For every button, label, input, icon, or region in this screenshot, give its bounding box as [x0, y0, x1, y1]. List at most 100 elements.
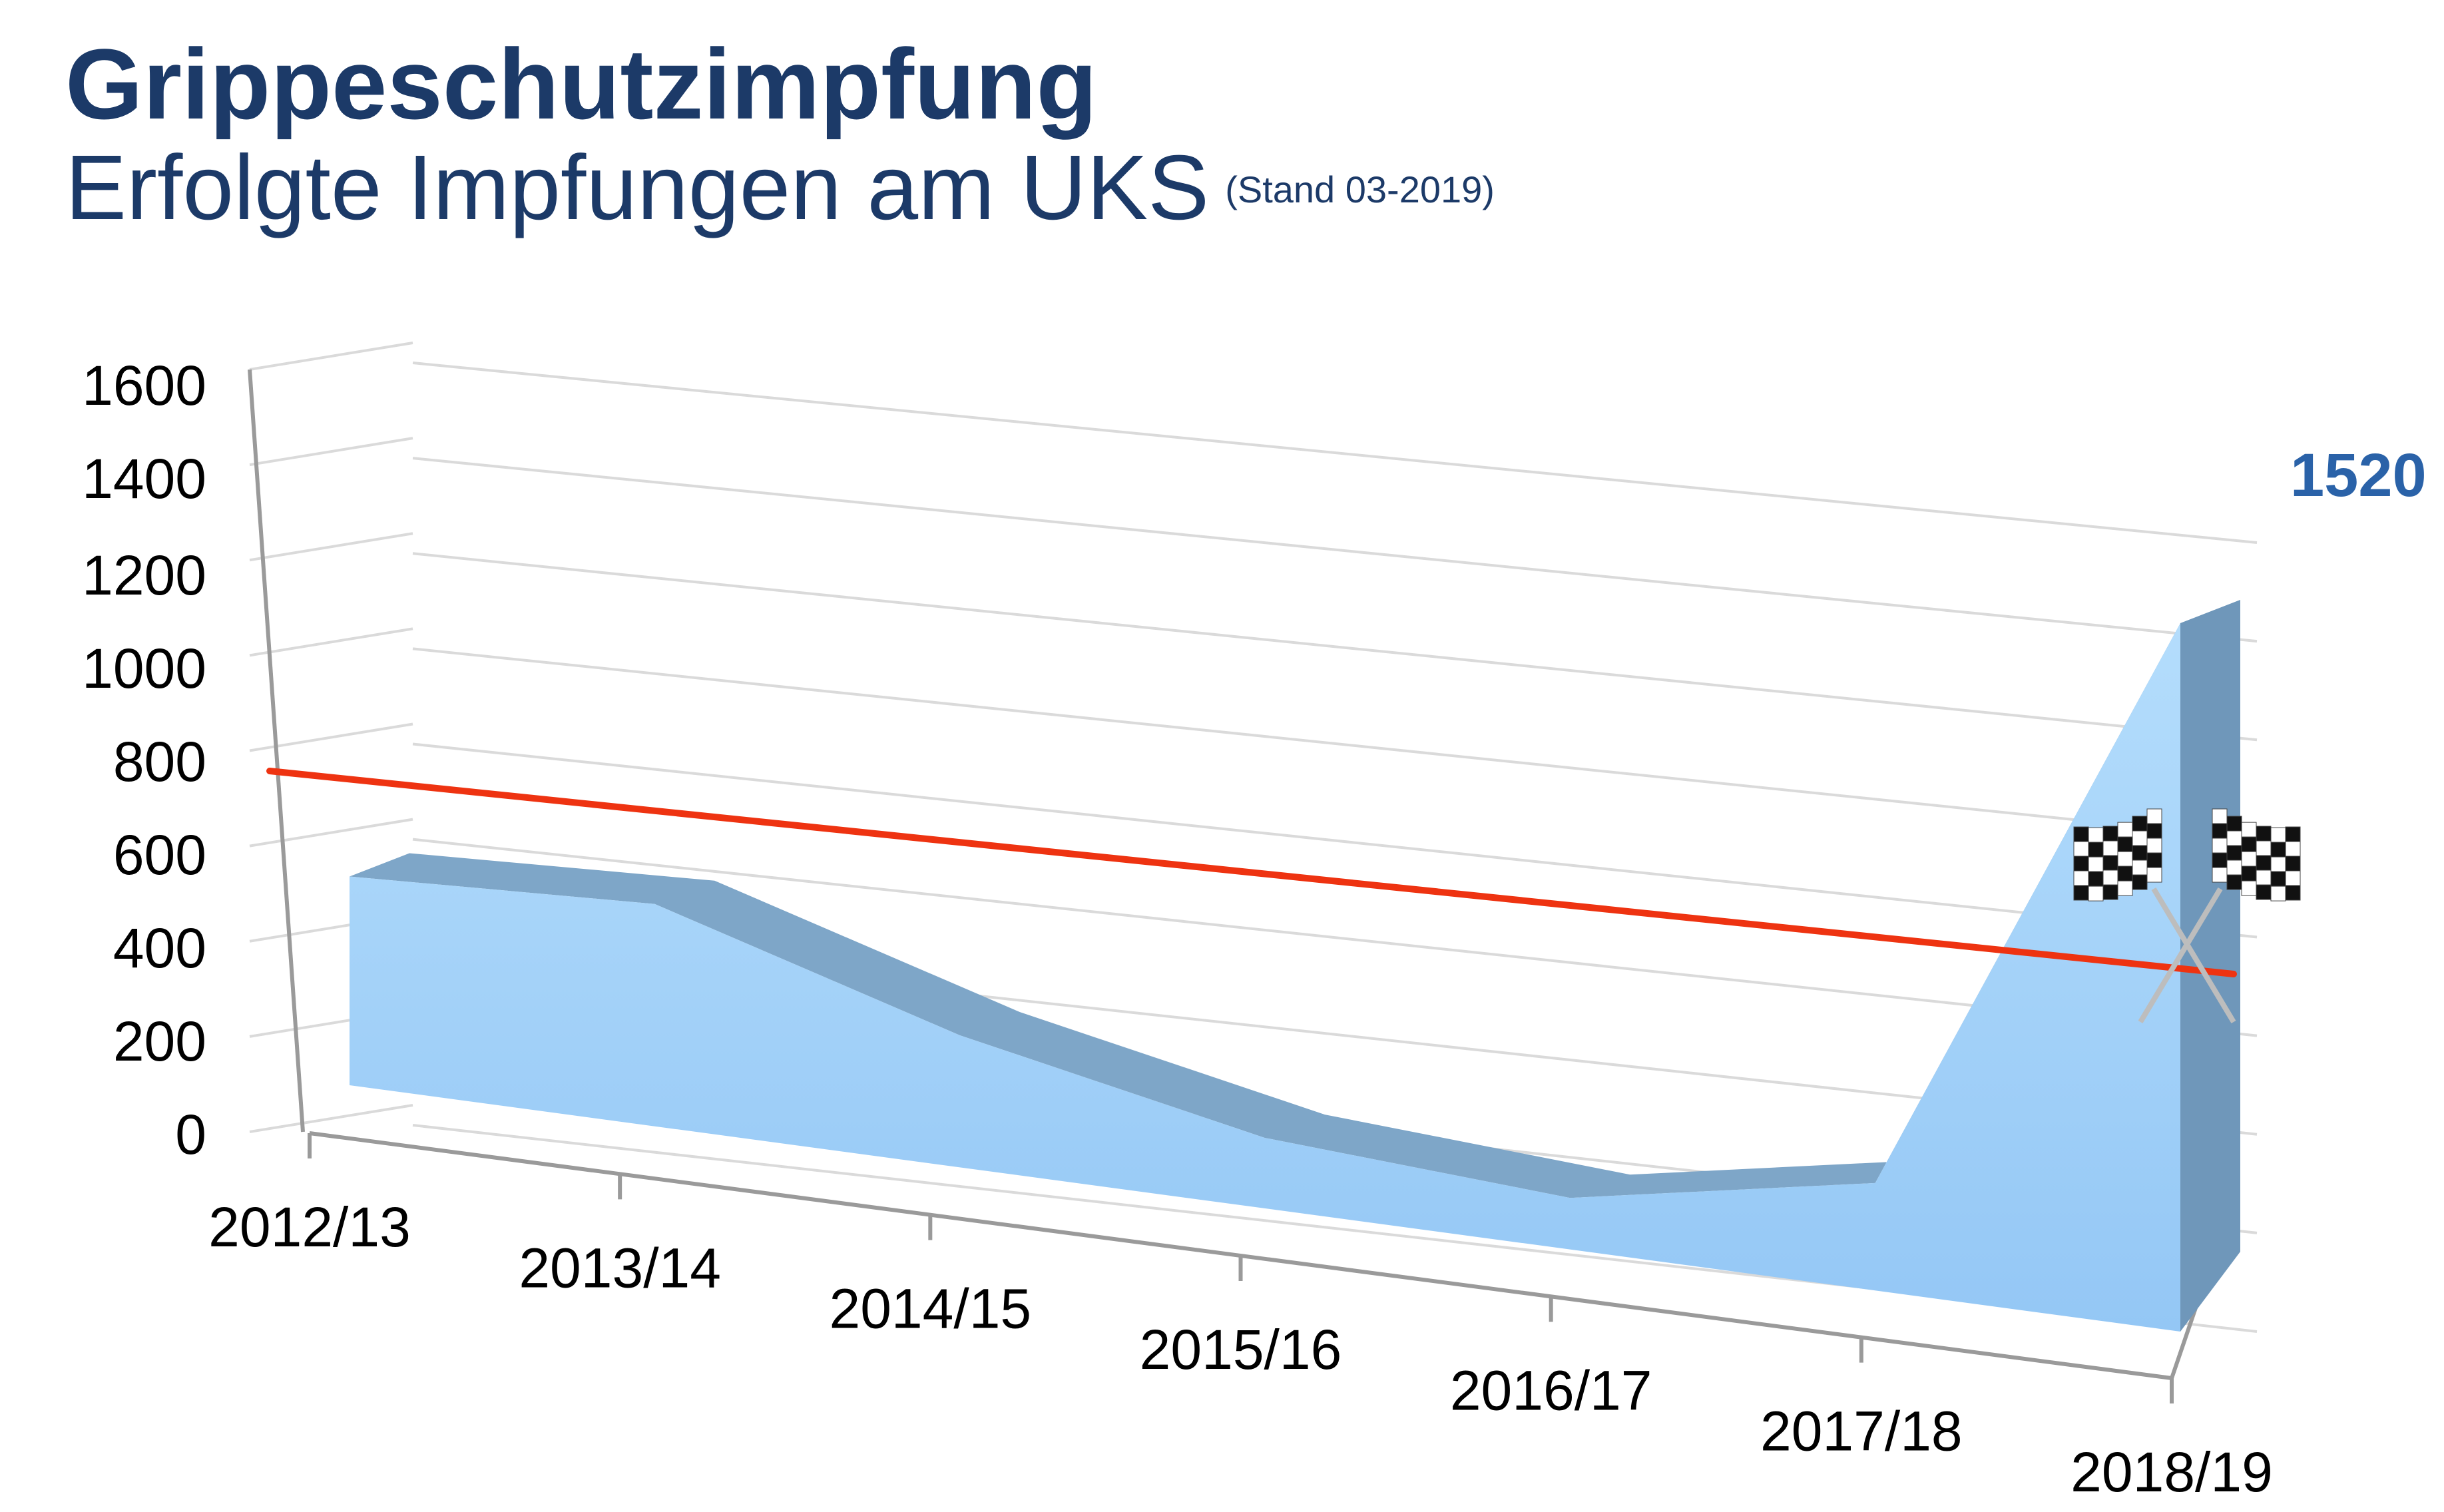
flag-square — [2256, 870, 2272, 885]
side-gridline-0 — [249, 1104, 413, 1133]
flag-square — [2117, 836, 2133, 852]
y-tick-label: 1400 — [82, 447, 206, 510]
data-point-2016/17 — [1569, 1197, 1571, 1198]
target-line — [266, 768, 2237, 977]
side-gridline-600 — [249, 818, 413, 848]
flag-square — [2132, 816, 2148, 832]
flag-square — [2073, 885, 2089, 901]
flag-square — [2146, 808, 2162, 824]
value-label-1520: 1520 — [2290, 441, 2427, 509]
flag-square — [2241, 880, 2257, 896]
flag-square — [2088, 885, 2104, 901]
side-gridline-1400 — [249, 437, 413, 467]
flag-square — [2212, 852, 2228, 868]
area-series — [349, 600, 2240, 1332]
flag-square — [2117, 822, 2133, 838]
axes — [248, 369, 2212, 1403]
x-tick-label: 2013/14 — [519, 1236, 721, 1299]
flag — [2138, 808, 2301, 1024]
flag-square — [2132, 830, 2148, 846]
gridline-1000 — [412, 647, 2258, 840]
data-point-2018/19 — [2180, 623, 2181, 624]
flag-square — [2102, 884, 2118, 900]
chart-title: Grippeschutzimpfung — [65, 28, 1097, 140]
y-tick-label: 800 — [113, 730, 206, 793]
flag-square — [2241, 822, 2257, 838]
flag-square — [2102, 855, 2118, 871]
gridline-1200 — [412, 552, 2258, 742]
y-tick-label: 200 — [113, 1010, 206, 1073]
flag-square — [2132, 860, 2148, 876]
flag-square — [2212, 838, 2228, 854]
flag-square — [2241, 851, 2257, 867]
flag-square — [2088, 842, 2104, 858]
flag-square — [2088, 856, 2104, 872]
flag-square — [2270, 871, 2286, 887]
data-point-2014/15 — [959, 1035, 961, 1036]
flag-pole — [2138, 887, 2223, 1024]
flag — [2073, 808, 2236, 1024]
flag-square — [2146, 838, 2162, 854]
flag-square — [2241, 836, 2257, 852]
flag-square — [2146, 867, 2162, 883]
flag-square — [2212, 808, 2228, 824]
flag-square — [2088, 827, 2104, 843]
flag-square — [2241, 866, 2257, 882]
y-tick-label: 1600 — [82, 354, 206, 417]
x-tick-label: 2018/19 — [2071, 1441, 2273, 1503]
data-point-2013/14 — [654, 903, 655, 905]
side-gridline-1000 — [249, 627, 413, 657]
y-tick-label: 600 — [113, 824, 206, 886]
flag-square — [2073, 870, 2089, 886]
y-tick-label: 400 — [113, 917, 206, 979]
chart-subtitle: Erfolgte Impfungen am UKS (Stand 03-2019) — [65, 140, 1495, 236]
flag-square — [2146, 852, 2162, 868]
flag-square — [2226, 830, 2242, 846]
flag-square — [2270, 885, 2286, 901]
data-point-2012/13 — [349, 876, 350, 878]
labels: 0 200 400 600 800 1000 1200 1400 1600 2012/13 2013… — [82, 354, 2427, 1503]
flag-square — [2102, 840, 2118, 856]
flag-square — [2226, 845, 2242, 861]
flag-square — [2256, 826, 2272, 842]
flag-square — [2132, 874, 2148, 890]
x-tick-label: 2014/15 — [830, 1278, 1032, 1340]
flag-square — [2270, 827, 2286, 843]
area-front-face — [350, 623, 2180, 1332]
flag-square — [2270, 856, 2286, 872]
data-point-2017/18 — [1875, 1182, 1876, 1184]
flag-square — [2117, 851, 2133, 867]
x-tick-label: 2012/13 — [208, 1196, 411, 1258]
data-point-2015/16 — [1264, 1137, 1266, 1138]
flag-square — [2285, 826, 2301, 842]
area-side-face — [2180, 600, 2240, 1332]
flag-square — [2088, 871, 2104, 887]
x-tick-label: 2015/16 — [1140, 1318, 1342, 1381]
flag-square — [2102, 870, 2118, 885]
side-gridline-1600 — [249, 342, 413, 371]
flag-square — [2073, 826, 2089, 842]
flag-square — [2285, 870, 2301, 886]
x-tick-label: 2016/17 — [1450, 1359, 1652, 1421]
checkered-flags-icon — [2073, 808, 2301, 1024]
flag-square — [2256, 840, 2272, 856]
flag-square — [2117, 866, 2133, 882]
flag-square — [2270, 842, 2286, 858]
y-tick-label: 1000 — [82, 637, 206, 700]
flag-square — [2285, 841, 2301, 857]
flag-square — [2285, 856, 2301, 872]
y-tick-label: 0 — [175, 1103, 206, 1166]
flag-square — [2102, 826, 2118, 842]
gridline-1600 — [412, 362, 2258, 544]
flag-square — [2132, 845, 2148, 861]
flag-square — [2226, 816, 2242, 832]
flag-square — [2073, 841, 2089, 857]
flag-pole — [2151, 887, 2236, 1024]
flag-square — [2146, 823, 2162, 839]
gridline-1400 — [412, 457, 2258, 643]
flag-square — [2212, 823, 2228, 839]
flag-square — [2212, 867, 2228, 883]
flag-square — [2226, 860, 2242, 876]
subtitle-text: Erfolgte Impfungen am UKS — [65, 136, 1210, 239]
